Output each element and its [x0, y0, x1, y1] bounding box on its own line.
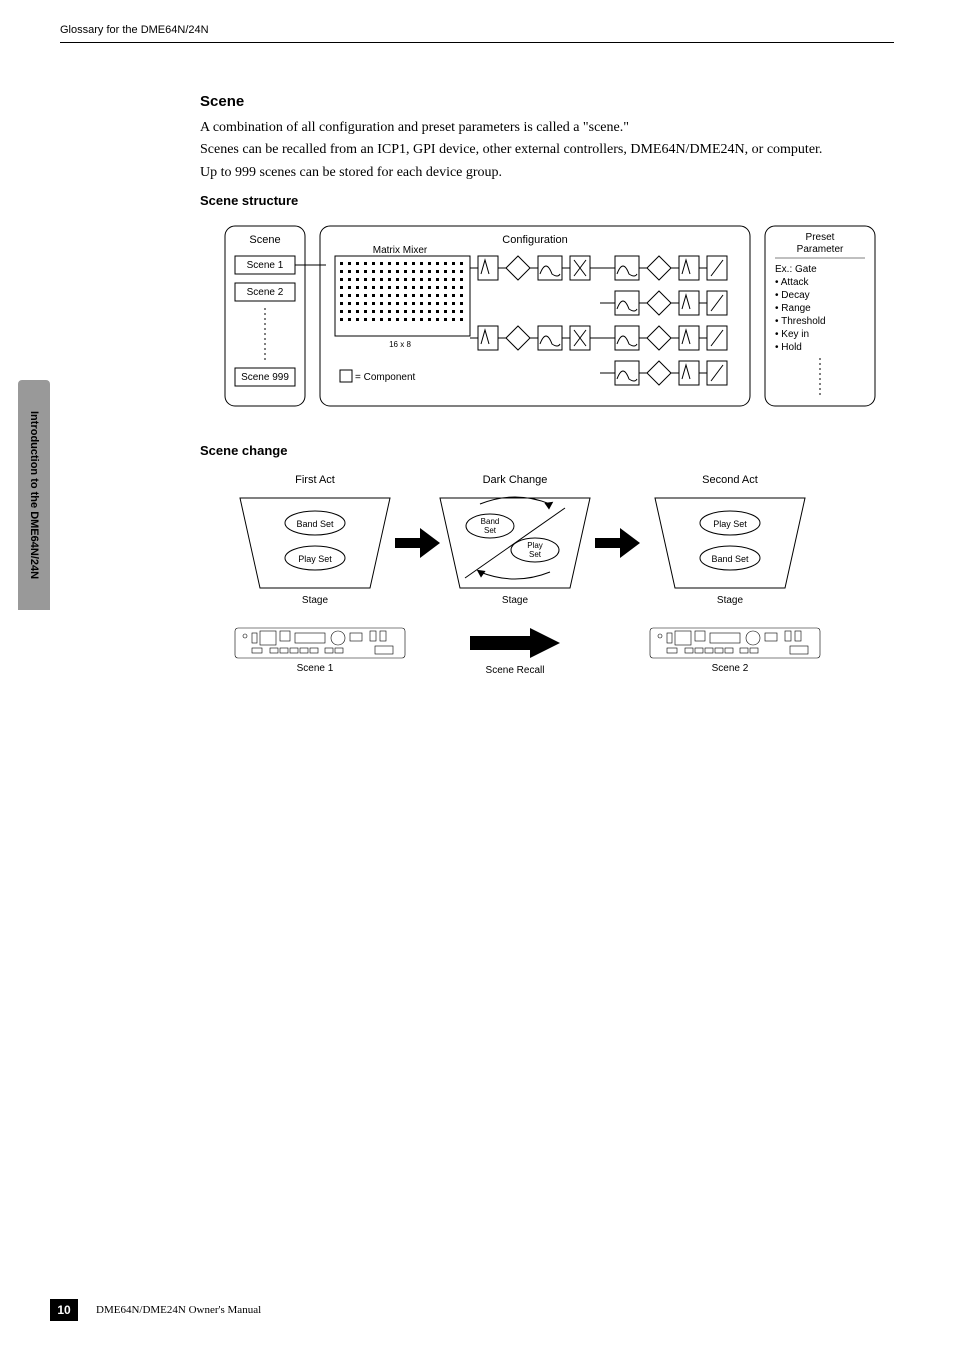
para-1: A combination of all configuration and p…: [200, 118, 900, 138]
svg-text:Band Set: Band Set: [296, 519, 334, 529]
scene-header-text: Scene: [249, 234, 280, 246]
signal-chain-row1: [470, 256, 727, 280]
preset-ex: Ex.: Gate: [775, 264, 817, 275]
page-number: 10: [50, 1299, 78, 1321]
preset-item-4: • Key in: [775, 329, 809, 340]
signal-chain-row4: [600, 361, 727, 385]
scene2-text: Scene 2: [247, 287, 284, 298]
stage-2: Band Set Play Set Stage: [440, 497, 590, 606]
component-legend: = Component: [355, 372, 416, 383]
config-title-text: Configuration: [502, 234, 567, 246]
svg-text:Stage: Stage: [502, 595, 529, 606]
svg-text:Set: Set: [484, 526, 497, 535]
preset-item-0: • Attack: [775, 277, 810, 288]
svg-text:Play: Play: [527, 541, 543, 550]
footer-text: DME64N/DME24N Owner's Manual: [96, 1304, 261, 1316]
side-tab: Introduction to the DME64N/24N: [18, 380, 50, 610]
svg-text:Preset: Preset: [806, 232, 835, 243]
svg-text:Band Set: Band Set: [711, 554, 749, 564]
scene1-text: Scene 1: [247, 260, 284, 271]
scene999-text: Scene 999: [241, 372, 289, 383]
matrix-size-label: 16 x 8: [389, 340, 411, 349]
first-act-label: First Act: [295, 474, 335, 486]
stage-1: Band Set Play Set Stage: [240, 498, 390, 606]
header-breadcrumb: Glossary for the DME64N/24N: [60, 24, 894, 43]
preset-item-2: • Range: [775, 303, 811, 314]
dark-change-label: Dark Change: [483, 474, 548, 486]
svg-text:Band: Band: [481, 517, 500, 526]
preset-item-1: • Decay: [775, 290, 810, 301]
section-title-scene: Scene: [200, 93, 900, 110]
subtitle-structure: Scene structure: [200, 193, 900, 208]
scene-structure-diagram: Scene Scene 1 Scene 2 Scene 999 Configur…: [220, 218, 900, 423]
stage-3: Play Set Band Set Stage: [655, 498, 805, 606]
device-1: [235, 628, 405, 658]
matrix-mixer-label: Matrix Mixer: [373, 245, 428, 256]
para-3: Up to 999 scenes can be stored for each …: [200, 163, 900, 183]
scene-recall-label: Scene Recall: [486, 665, 545, 676]
scene1-label: Scene 1: [297, 663, 334, 674]
scene2-label: Scene 2: [712, 663, 749, 674]
svg-text:Play Set: Play Set: [713, 519, 747, 529]
subtitle-change: Scene change: [200, 443, 900, 458]
second-act-label: Second Act: [702, 474, 758, 486]
svg-text:Stage: Stage: [302, 595, 329, 606]
svg-text:Play Set: Play Set: [298, 554, 332, 564]
device-2: [650, 628, 820, 658]
side-tab-label: Introduction to the DME64N/24N: [28, 411, 40, 579]
para-2: Scenes can be recalled from an ICP1, GPI…: [200, 140, 900, 160]
signal-chain-row3: [470, 326, 727, 350]
preset-item-5: • Hold: [775, 342, 802, 353]
svg-text:Set: Set: [529, 550, 542, 559]
svg-text:Parameter: Parameter: [797, 244, 844, 255]
preset-item-3: • Threshold: [775, 316, 826, 327]
svg-text:Stage: Stage: [717, 595, 744, 606]
footer: 10 DME64N/DME24N Owner's Manual: [50, 1299, 261, 1321]
scene-change-diagram: First Act Dark Change Second Act Band Se…: [220, 468, 900, 703]
signal-chain-row2: [600, 291, 727, 315]
